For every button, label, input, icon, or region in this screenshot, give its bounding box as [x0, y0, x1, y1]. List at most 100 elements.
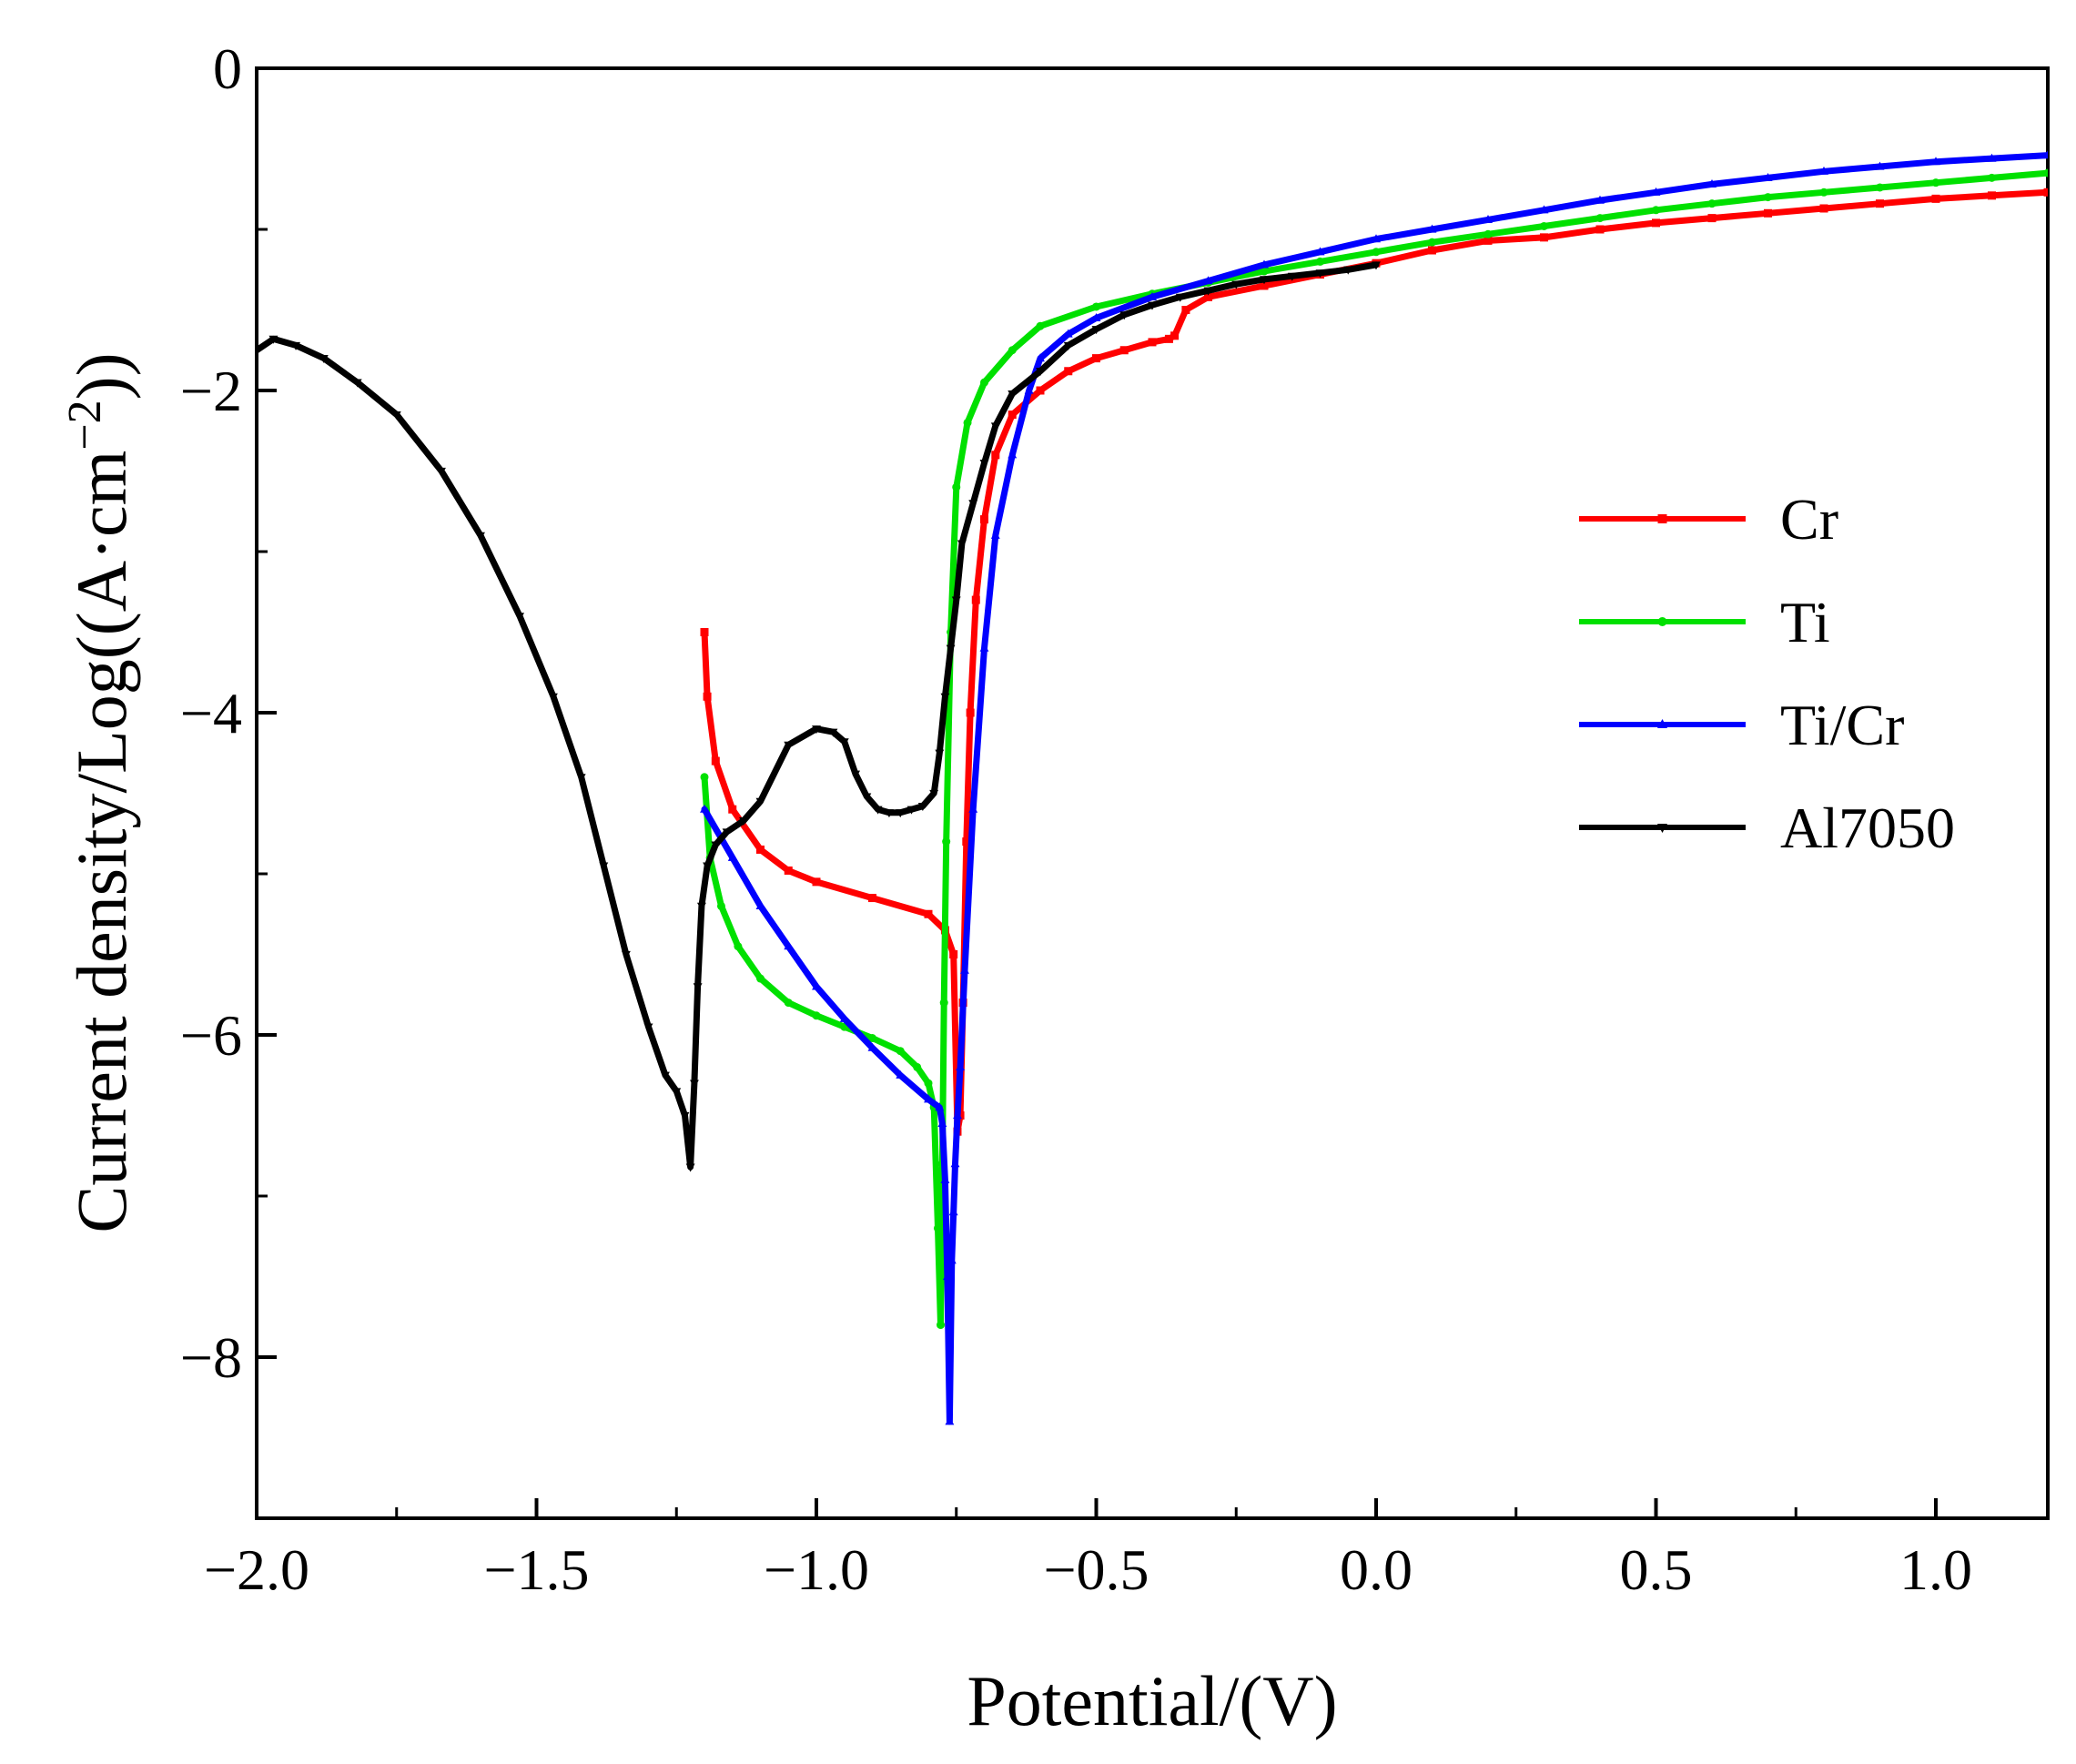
data-point-al7050	[576, 774, 586, 783]
series-cr	[700, 188, 2048, 1136]
data-point-al7050	[812, 725, 821, 735]
legend: Cr Ti Ti/Cr Al7050	[1579, 487, 1955, 860]
data-point-ti	[1764, 193, 1772, 202]
data-point-al7050	[851, 770, 860, 779]
legend-label: Cr	[1780, 487, 1838, 552]
data-point-al7050	[693, 983, 703, 992]
data-point-al7050	[1231, 280, 1241, 289]
legend-item-ti: Ti	[1579, 590, 1830, 654]
data-point-ti-cr	[935, 1102, 945, 1111]
data-point-ti-cr	[896, 1070, 906, 1079]
data-point-al7050	[1203, 287, 1213, 296]
data-point-ti	[1372, 248, 1381, 257]
data-point-ti-cr	[968, 804, 978, 813]
data-point-ti-cr	[948, 1207, 958, 1216]
data-point-cr	[1170, 331, 1180, 340]
data-point-cr	[966, 708, 975, 717]
data-point-cr	[1931, 194, 1940, 203]
data-point-cr	[812, 877, 821, 887]
data-point-ti	[1484, 229, 1493, 238]
data-point-ti-cr	[839, 1013, 849, 1022]
x-tick-label: 0.5	[1620, 1537, 1693, 1602]
data-point-al7050	[1260, 276, 1269, 285]
data-point-ti	[1988, 173, 1996, 182]
data-point-al7050	[1343, 266, 1353, 275]
data-point-cr	[1707, 214, 1716, 223]
legend-label: Ti	[1780, 590, 1830, 654]
x-axis-ticks: −2.0 −1.5 −1.0 −0.5 0.0 0.5 1.0	[204, 1498, 1972, 1602]
data-point-ti-cr	[937, 1118, 947, 1127]
y-tick-label: 0	[213, 36, 242, 101]
data-point-ti-cr	[1819, 166, 1828, 175]
data-point-al7050	[755, 797, 765, 806]
data-point-al7050	[268, 335, 278, 344]
data-point-ti-cr	[924, 1094, 933, 1103]
data-point-al7050	[549, 693, 558, 702]
data-point-ti	[1819, 188, 1828, 197]
data-point-ti	[933, 1223, 942, 1232]
data-point-cr	[1119, 346, 1129, 355]
data-point-ti	[716, 901, 725, 910]
data-point-al7050	[1372, 261, 1381, 270]
data-point-cr	[728, 805, 737, 814]
data-point-ti	[756, 974, 765, 983]
data-point-ti-cr	[956, 1062, 966, 1070]
data-point-cr	[1876, 199, 1884, 208]
data-point-al7050	[703, 862, 713, 871]
x-tick-label: −0.5	[1043, 1537, 1149, 1602]
data-point-cr	[1484, 236, 1493, 245]
data-point-ti	[1260, 267, 1269, 276]
data-point-ti-cr	[1651, 187, 1661, 196]
data-point-cr	[1652, 218, 1660, 228]
y-tick-label: −4	[180, 681, 242, 745]
data-point-cr	[784, 866, 793, 875]
x-tick-label: 1.0	[1899, 1537, 1972, 1602]
data-point-al7050	[784, 741, 794, 750]
data-point-ti	[942, 837, 951, 847]
data-point-al7050	[957, 540, 967, 549]
series-line-al7050	[257, 261, 1380, 1171]
data-point-ti-cr	[1008, 450, 1018, 459]
data-point-al7050	[940, 693, 950, 702]
series-line-ti-cr	[701, 152, 2048, 1425]
y-axis-title: Current density/Log((A·cm−2))	[59, 352, 141, 1232]
data-point-ti	[963, 418, 972, 427]
data-point-ti	[924, 1079, 933, 1088]
data-point-al7050	[929, 789, 939, 798]
data-point-al7050	[689, 1080, 699, 1089]
data-point-al7050	[873, 806, 883, 815]
legend-marker	[1657, 514, 1667, 523]
data-point-al7050	[661, 1071, 670, 1080]
data-point-al7050	[1119, 311, 1129, 320]
data-point-ti-cr	[784, 941, 794, 950]
data-point-ti-cr	[1315, 247, 1325, 256]
data-point-ti-cr	[755, 901, 765, 909]
data-point-ti-cr	[1203, 276, 1213, 285]
data-point-ti-cr	[727, 852, 737, 861]
y-axis-title-prefix: Current density/Log((A·cm	[62, 451, 141, 1233]
data-point-ti-cr	[953, 1110, 962, 1120]
data-point-al7050	[711, 841, 721, 850]
data-point-cr	[1595, 225, 1605, 234]
data-point-al7050	[257, 347, 261, 356]
data-point-cr	[924, 909, 933, 918]
legend-marker	[1657, 824, 1667, 833]
data-point-ti-cr	[960, 965, 969, 974]
data-point-ti-cr	[700, 804, 709, 813]
data-point-cr	[1064, 367, 1073, 376]
data-point-ti	[913, 1062, 922, 1071]
data-point-ti	[1931, 178, 1940, 188]
data-point-al7050	[599, 862, 609, 871]
data-point-cr	[1540, 233, 1548, 242]
data-point-cr	[711, 756, 720, 765]
data-point-cr	[971, 595, 980, 604]
data-point-ti	[2043, 168, 2048, 177]
data-point-ti-cr	[945, 1416, 955, 1425]
data-point-ti-cr	[1148, 291, 1157, 300]
data-point-cr	[949, 950, 958, 958]
data-point-al7050	[990, 422, 1000, 431]
data-point-ti-cr	[1539, 205, 1549, 214]
series-ti-cr	[700, 150, 2048, 1425]
data-point-cr	[980, 515, 988, 524]
data-point-al7050	[951, 596, 961, 605]
